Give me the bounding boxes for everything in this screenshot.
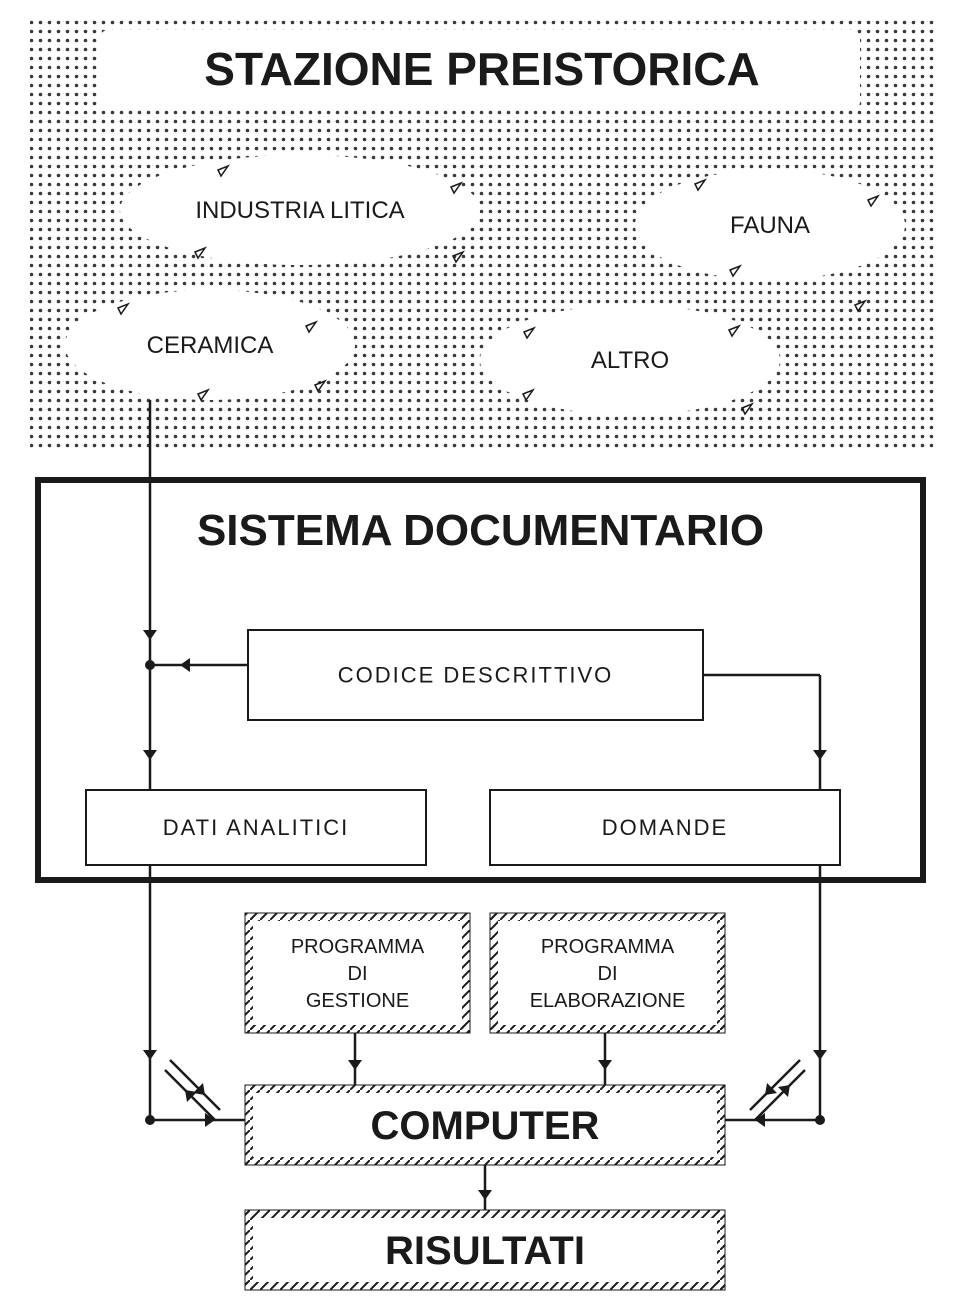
prog-gestione-line-2: GESTIONE — [306, 990, 409, 1012]
label-dati: DATI ANALITICI — [163, 815, 350, 840]
prog-elab-line-1: DI — [598, 963, 618, 985]
ellipse-fauna: FAUNA — [730, 212, 810, 239]
ellipse-industria: INDUSTRIA LITICA — [195, 197, 404, 224]
dashed-boxes: PROGRAMMA DI GESTIONE PROGRAMMA DI ELABORAZIO… — [245, 913, 725, 1290]
prog-gestione-line-0: PROGRAMMA — [291, 936, 425, 958]
prog-elab-line-2: ELABORAZIONE — [530, 990, 686, 1012]
label-domande: DOMANDE — [602, 815, 728, 840]
ellipse-ceramica: CERAMICA — [147, 332, 274, 359]
title-stazione: STAZIONE PREISTORICA — [204, 43, 759, 95]
prog-gestione-line-1: DI — [348, 963, 368, 985]
flowchart-diagram: STAZIONE PREISTORICA INDUSTRIA LITICA FAU… — [0, 0, 964, 1308]
title-sistema: SISTEMA DOCUMENTARIO — [197, 506, 764, 555]
sistema-documentario-box: SISTEMA DOCUMENTARIO CODICE DESCRITTIVO … — [38, 480, 923, 880]
prog-elab-line-0: PROGRAMMA — [541, 936, 675, 958]
risultati-label: RISULTATI — [385, 1229, 585, 1273]
computer-label: COMPUTER — [371, 1104, 600, 1148]
label-codice: CODICE DESCRITTIVO — [338, 663, 614, 688]
ellipse-altro: ALTRO — [591, 347, 669, 374]
